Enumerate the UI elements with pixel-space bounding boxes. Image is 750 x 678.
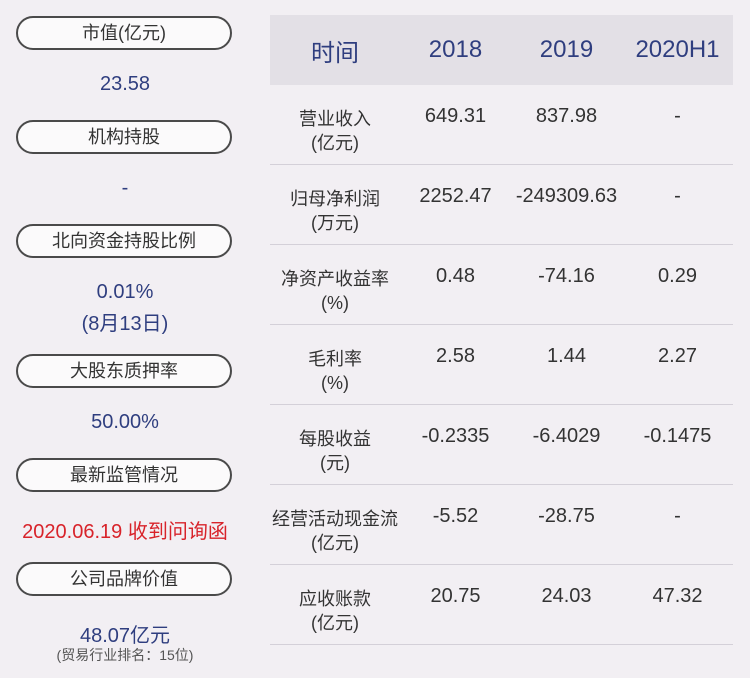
- row-label: 归母净利润 (万元): [270, 165, 400, 244]
- left-panel: 市值(亿元) 23.58 机构持股 - 北向资金持股比例 0.01% (8月13…: [0, 0, 250, 678]
- metric-unit: (%): [321, 293, 349, 313]
- table-row-operating-cashflow: 经营活动现金流 (亿元) -5.52 -28.75 -: [270, 485, 733, 565]
- table-cell: 47.32: [652, 585, 703, 607]
- table-cell: 2.27: [658, 345, 697, 367]
- market-cap-label: 市值(亿元): [16, 16, 232, 50]
- table-cell: 2.58: [436, 345, 475, 367]
- metric-name: 归母净利润: [290, 189, 380, 209]
- metric-name: 营业收入: [299, 109, 371, 129]
- header-period: 时间: [311, 39, 359, 67]
- row-label: 营业收入 (亿元): [270, 85, 400, 164]
- table-row-revenue: 营业收入 (亿元) 649.31 837.98 -: [270, 85, 733, 165]
- row-label: 应收账款 (亿元): [270, 565, 400, 644]
- regulation-value: 2020.06.19 收到问询函: [22, 521, 228, 543]
- regulation-label: 最新监管情况: [16, 458, 232, 492]
- row-label: 净资产收益率 (%): [270, 245, 400, 324]
- metric-name: 经营活动现金流: [272, 509, 398, 529]
- table-cell: -0.2335: [421, 425, 490, 447]
- header-2019: 2019: [539, 36, 594, 63]
- table-cell: 2252.47: [419, 185, 492, 207]
- metric-unit: (元): [320, 453, 350, 473]
- header-2018: 2018: [428, 36, 483, 63]
- table-cell: -: [674, 105, 681, 127]
- table-cell: 1.44: [547, 345, 586, 367]
- table-cell: 837.98: [535, 105, 598, 127]
- metric-unit: (万元): [311, 213, 359, 233]
- metric-name: 毛利率: [308, 349, 362, 369]
- table-cell: 0.48: [436, 265, 475, 287]
- row-label: 每股收益 (元): [270, 405, 400, 484]
- table-cell: 24.03: [541, 585, 592, 607]
- table-cell: 20.75: [430, 585, 481, 607]
- table-header: 时间 2018 2019 2020H1: [270, 15, 733, 85]
- row-label: 毛利率 (%): [270, 325, 400, 404]
- table-cell: -74.16: [538, 265, 595, 287]
- brand-rank-note: (贸易行业排名：15位): [56, 647, 194, 663]
- table-cell: 0.29: [658, 265, 697, 287]
- metric-name: 应收账款: [299, 589, 371, 609]
- brand-value: 48.07亿元: [79, 625, 171, 647]
- pledge-ratio-value: 50.00%: [91, 411, 159, 433]
- metric-name: 净资产收益率: [281, 269, 389, 289]
- institutional-holding-label: 机构持股: [16, 120, 232, 154]
- table-cell: 649.31: [424, 105, 487, 127]
- table-cell: -28.75: [538, 505, 595, 527]
- header-2020h1: 2020H1: [635, 36, 720, 63]
- row-label: 经营活动现金流 (亿元): [270, 485, 400, 564]
- table-row-receivables: 应收账款 (亿元) 20.75 24.03 47.32: [270, 565, 733, 645]
- table-row-roe: 净资产收益率 (%) 0.48 -74.16 0.29: [270, 245, 733, 325]
- financial-table: 时间 2018 2019 2020H1 营业收入 (亿元) 649.31 837.…: [270, 15, 733, 645]
- metric-unit: (%): [321, 373, 349, 393]
- table-cell: -249309.63: [515, 185, 618, 207]
- table-cell: -: [674, 505, 681, 527]
- northbound-ratio-label: 北向资金持股比例: [16, 224, 232, 258]
- table-cell: -6.4029: [532, 425, 601, 447]
- table-row-eps: 每股收益 (元) -0.2335 -6.4029 -0.1475: [270, 405, 733, 485]
- table-cell: -: [674, 185, 681, 207]
- table-row-gross-margin: 毛利率 (%) 2.58 1.44 2.27: [270, 325, 733, 405]
- table-cell: -5.52: [432, 505, 479, 527]
- metric-unit: (亿元): [311, 613, 359, 633]
- metric-unit: (亿元): [311, 133, 359, 153]
- metric-name: 每股收益: [299, 429, 371, 449]
- institutional-holding-value: -: [121, 177, 129, 199]
- market-cap-value: 23.58: [99, 73, 151, 95]
- northbound-ratio-date: (8月13日): [81, 313, 169, 335]
- brand-value-label: 公司品牌价值: [16, 562, 232, 596]
- table-cell: -0.1475: [643, 425, 712, 447]
- pledge-ratio-label: 大股东质押率: [16, 354, 232, 388]
- metric-unit: (亿元): [311, 533, 359, 553]
- northbound-ratio-value: 0.01%: [96, 281, 154, 303]
- table-row-net-profit: 归母净利润 (万元) 2252.47 -249309.63 -: [270, 165, 733, 245]
